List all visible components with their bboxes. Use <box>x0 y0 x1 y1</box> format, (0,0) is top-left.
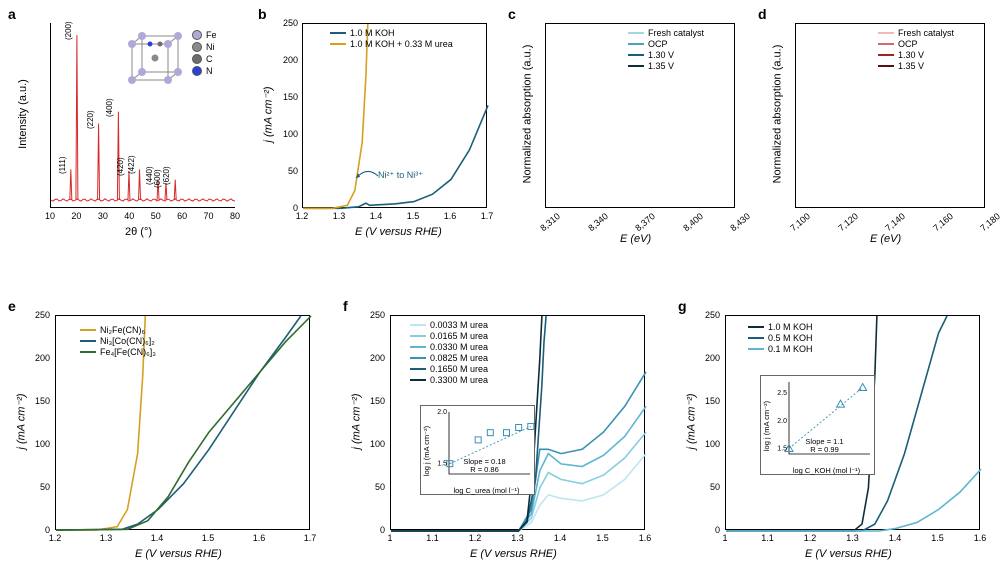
legend-item: 0.3300 M urea <box>410 375 488 385</box>
legend-item: OCP <box>878 39 954 49</box>
legend-g: 1.0 M KOH0.5 M KOH0.1 M KOH <box>748 322 813 355</box>
svg-text:R = 0.99: R = 0.99 <box>810 445 839 454</box>
structure-inset: FeNiCN <box>120 26 230 96</box>
legend-item: 0.0033 M urea <box>410 320 488 330</box>
legend-item: Fresh catalyst <box>628 28 704 38</box>
legend-item: 0.0825 M urea <box>410 353 488 363</box>
legend-item: Ni₃[Co(CN)₆]₂ <box>80 336 156 346</box>
peak-label: (400) <box>105 98 114 117</box>
legend-item: 1.0 M KOH + 0.33 M urea <box>330 39 453 49</box>
xlabel-a: 2θ (°) <box>125 226 152 238</box>
panel-label-b: b <box>258 6 267 22</box>
svg-text:1.5: 1.5 <box>437 461 447 468</box>
legend-item: Fe₄[Fe(CN)₆]₃ <box>80 347 156 357</box>
legend-f: 0.0033 M urea0.0165 M urea0.0330 M urea0… <box>410 320 488 386</box>
ylabel-d: Normalized absorption (a.u.) <box>771 45 783 184</box>
legend-item: 1.35 V <box>628 61 704 71</box>
legend-item: 1.0 M KOH <box>748 322 813 332</box>
xlabel-c: E (eV) <box>620 233 651 245</box>
ylabel-a: Intensity (a.u.) <box>17 79 29 149</box>
svg-text:log C_urea (mol l⁻¹): log C_urea (mol l⁻¹) <box>453 486 520 495</box>
inset-g: log j (mA cm⁻²)log C_KOH (mol l⁻¹)Slope … <box>760 375 875 475</box>
panel-e: e j (mA cm⁻²) E (V versus RHE) 1.21.31.4… <box>10 300 320 570</box>
ylabel-g: j (mA cm⁻²) <box>685 393 698 449</box>
panel-d: d Normalized absorption (a.u.) E (eV) 7,… <box>760 8 995 248</box>
legend-c: Fresh catalystOCP1.30 V1.35 V <box>628 28 704 72</box>
legend-item: Fresh catalyst <box>878 28 954 38</box>
legend-item: 0.5 M KOH <box>748 333 813 343</box>
xlabel-f: E (V versus RHE) <box>470 548 557 560</box>
peak-label: (420) <box>116 157 125 176</box>
legend-item: 1.30 V <box>628 50 704 60</box>
ylabel-e: j (mA cm⁻²) <box>15 393 28 449</box>
svg-text:2.5: 2.5 <box>777 390 787 397</box>
ylabel-c: Normalized absorption (a.u.) <box>521 45 533 184</box>
peak-label: (200) <box>64 21 73 40</box>
legend-item: 1.0 M KOH <box>330 28 453 38</box>
svg-text:log j (mA cm⁻²): log j (mA cm⁻²) <box>422 425 431 476</box>
svg-text:2.0: 2.0 <box>437 409 447 416</box>
legend-b: 1.0 M KOH1.0 M KOH + 0.33 M urea <box>330 28 453 50</box>
legend-item: Ni₂Fe(CN)₆ <box>80 325 156 335</box>
inset-f: log j (mA cm⁻²)log C_urea (mol l⁻¹)Slope… <box>420 405 535 495</box>
peak-label: (220) <box>86 110 95 129</box>
panel-label-g: g <box>678 298 687 314</box>
legend-item: 0.1 M KOH <box>748 344 813 354</box>
panel-b: b j (mA cm⁻²) E (V versus RHE) 1.21.31.4… <box>260 8 495 248</box>
panel-f: f j (mA cm⁻²) E (V versus RHE) 11.11.21.… <box>345 300 655 570</box>
legend-item: 1.30 V <box>878 50 954 60</box>
legend-item: 0.0165 M urea <box>410 331 488 341</box>
legend-item: 0.1650 M urea <box>410 364 488 374</box>
panel-label-e: e <box>8 298 16 314</box>
xlabel-d: E (eV) <box>870 233 901 245</box>
legend-e: Ni₂Fe(CN)₆Ni₃[Co(CN)₆]₂Fe₄[Fe(CN)₆]₃ <box>80 325 156 358</box>
svg-text:R = 0.86: R = 0.86 <box>470 465 499 474</box>
panel-c: c Normalized absorption (a.u.) E (eV) 8,… <box>510 8 745 248</box>
panel-label-f: f <box>343 298 348 314</box>
svg-text:log j (mA cm⁻²): log j (mA cm⁻²) <box>762 400 771 451</box>
panel-a: a Intensity (a.u.) 2θ (°) 10203040506070… <box>10 8 245 248</box>
xlabel-g: E (V versus RHE) <box>805 548 892 560</box>
svg-text:1.5: 1.5 <box>777 445 787 452</box>
legend-d: Fresh catalystOCP1.30 V1.35 V <box>878 28 954 72</box>
annotation-b: Ni²⁺ to Ni³⁺ <box>378 170 423 181</box>
legend-item: 0.0330 M urea <box>410 342 488 352</box>
peak-label: (422) <box>127 156 136 175</box>
panel-label-c: c <box>508 6 516 22</box>
svg-text:log C_KOH (mol l⁻¹): log C_KOH (mol l⁻¹) <box>793 466 861 475</box>
panel-g: g j (mA cm⁻²) E (V versus RHE) 11.11.21.… <box>680 300 990 570</box>
panel-label-a: a <box>8 6 16 22</box>
ylabel-f: j (mA cm⁻²) <box>350 393 363 449</box>
legend-item: 1.35 V <box>878 61 954 71</box>
peak-label: (600) <box>153 169 162 188</box>
xlabel-e: E (V versus RHE) <box>135 548 222 560</box>
legend-item: OCP <box>628 39 704 49</box>
atom-legend: FeNiCN <box>192 30 217 78</box>
peak-label: (111) <box>58 157 67 175</box>
panel-label-d: d <box>758 6 767 22</box>
peak-label: (620) <box>162 166 171 185</box>
xlabel-b: E (V versus RHE) <box>355 226 442 238</box>
ylabel-b: j (mA cm⁻²) <box>262 86 275 142</box>
svg-text:2.0: 2.0 <box>777 418 787 425</box>
